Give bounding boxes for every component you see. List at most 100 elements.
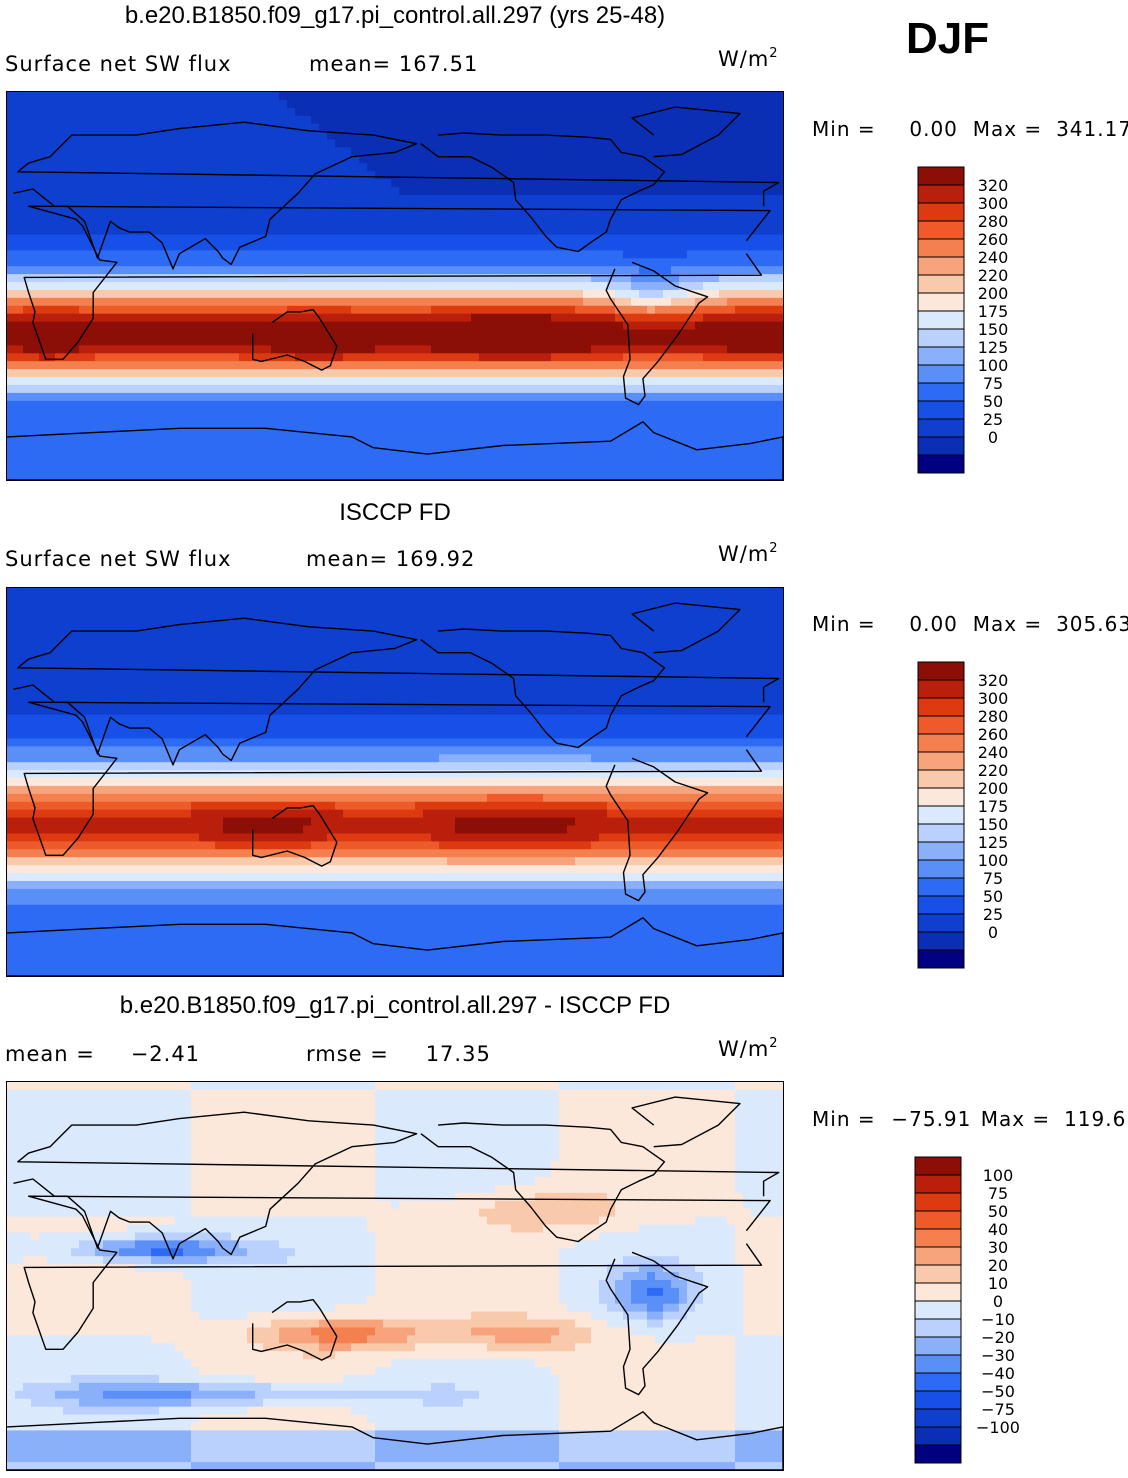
- panel2-colorbar-box-7: [917, 787, 965, 807]
- panel1-colorbar-box-13: [917, 400, 965, 420]
- panel2-min-value: 0.00: [909, 612, 958, 636]
- panel3-colorbar-box-15: [914, 1426, 962, 1446]
- panel3-colorbar-box-2: [914, 1192, 962, 1212]
- panel3-coast-greenland: [631, 1096, 741, 1148]
- panel1-colorbar-tick-10: 100: [978, 356, 1009, 375]
- panel3-coastlines: [7, 1096, 783, 1470]
- panel2-colorbar-tick-0: 320: [978, 671, 1009, 690]
- panel3-map-svg: [7, 1082, 783, 1470]
- panel2-units-exp: 2: [769, 541, 778, 556]
- panel1-field: [7, 92, 783, 480]
- panel1-colorbar-box-16: [917, 454, 965, 474]
- panel1-coastlines: [7, 106, 783, 480]
- panel1-title: b.e20.B1850.f09_g17.pi_control.all.297 (…: [124, 2, 666, 29]
- panel2-coast-south-america: [605, 757, 709, 902]
- panel2-mean: mean= 169.92: [306, 547, 475, 571]
- panel2-colorbar-tick-6: 200: [978, 779, 1009, 798]
- panel2-colorbar-tick-4: 240: [978, 743, 1009, 762]
- panel2-colorbar-tick-11: 75: [983, 869, 1003, 888]
- panel2-colorbar-tick-7: 175: [978, 797, 1009, 816]
- panel2-coast-europe-asia: [13, 617, 780, 766]
- panel1-coast-greenland: [631, 106, 741, 158]
- panel1-colorbar-box-4: [917, 238, 965, 258]
- panel1-colorbar-tick-0: 320: [978, 176, 1009, 195]
- panel3-max-value: 119.67: [1064, 1107, 1128, 1131]
- panel1-mean-value: 167.51: [398, 52, 479, 76]
- panel2-colorbar-box-13: [917, 895, 965, 915]
- panel3-coast-antarctica: [7, 1411, 783, 1470]
- panel3-rmse: rmse = 17.35: [306, 1042, 491, 1066]
- panel1-colorbar-box-14: [917, 418, 965, 438]
- panel2-colorbar-box-12: [917, 877, 965, 897]
- panel3-colorbar-box-5: [914, 1246, 962, 1266]
- panel2-units: W/m2: [718, 541, 778, 566]
- panel1-colorbar-tick-6: 200: [978, 284, 1009, 303]
- panel2-coast-greenland: [631, 602, 741, 654]
- panel3-colorbar-tick-1: 75: [988, 1184, 1008, 1203]
- panel1-colorbar-box-11: [917, 364, 965, 384]
- panel1-colorbar-box-9: [917, 328, 965, 348]
- panel1-colorbar: 320 300 280 260 240 220 200 175 150 125 100 75 50 25 0: [917, 166, 1048, 474]
- panel2-units-base: W/m: [718, 542, 770, 566]
- panel2-colorbar-tick-1: 300: [978, 689, 1009, 708]
- panel2-colorbar-tick-9: 125: [978, 833, 1009, 852]
- panel3-units: W/m2: [718, 1036, 778, 1061]
- panel3-mean-label: mean =: [5, 1042, 95, 1066]
- panel3-coast-europe-asia: [13, 1111, 780, 1260]
- panel3-colorbar-box-16: [914, 1444, 962, 1464]
- panel1-colorbar-box-0: [917, 166, 965, 186]
- panel3-title: b.e20.B1850.f09_g17.pi_control.all.297 -…: [119, 992, 671, 1019]
- panel1-colorbar-box-12: [917, 382, 965, 402]
- panel3-colorbar-box-12: [914, 1372, 962, 1392]
- panel1-coast-north-america: [420, 132, 666, 253]
- panel2-colorbar-box-3: [917, 715, 965, 735]
- panel3-minmax: Min = −75.91 Max = 119.67: [812, 1107, 1128, 1131]
- panel2-colorbar-box-4: [917, 733, 965, 753]
- panel1-minmax: Min = 0.00 Max = 341.17: [812, 117, 1128, 141]
- panel1-colorbar-tick-4: 240: [978, 248, 1009, 267]
- panel3-colorbar-tick-13: −75: [981, 1400, 1015, 1419]
- panel2-colorbar-box-0: [917, 661, 965, 681]
- panel1-colorbar-tick-2: 280: [978, 212, 1009, 231]
- panel1-colorbar-box-10: [917, 346, 965, 366]
- panel2-colorbar-box-16: [917, 949, 965, 969]
- panel3-min-value: −75.91: [891, 1107, 972, 1131]
- panel1-colorbar-tick-9: 125: [978, 338, 1009, 357]
- panel1-colorbar-box-1: [917, 184, 965, 204]
- panel1-units: W/m2: [718, 46, 778, 71]
- panel2-coast-north-america: [420, 628, 666, 749]
- panel3-colorbar-box-3: [914, 1210, 962, 1230]
- panel1-colorbar-tick-5: 220: [978, 266, 1009, 285]
- panel1-colorbar-box-8: [917, 310, 965, 330]
- panel1-colorbar-tick-11: 75: [983, 374, 1003, 393]
- panel2-colorbar-box-14: [917, 913, 965, 933]
- panel2-colorbar-tick-12: 50: [983, 887, 1003, 906]
- panel3-rmse-label: rmse =: [306, 1042, 389, 1066]
- panel2-map-svg: [7, 588, 783, 976]
- panel1-colorbar-box-2: [917, 202, 965, 222]
- panel3-colorbar-box-11: [914, 1354, 962, 1374]
- panel2-colorbar-box-15: [917, 931, 965, 951]
- panel3-coast-north-america: [420, 1122, 666, 1243]
- panel1-coast-africa: [23, 205, 771, 360]
- panel3-units-exp: 2: [769, 1036, 778, 1051]
- panel2-coast-australia: [251, 804, 338, 867]
- panel1-coast-australia: [251, 308, 338, 371]
- panel3-field: [7, 1082, 783, 1470]
- panel2-colorbar-tick-3: 260: [978, 725, 1009, 744]
- panel3-colorbar-box-6: [914, 1264, 962, 1284]
- panel2-colorbar-tick-13: 25: [983, 905, 1003, 924]
- panel3-map: [6, 1081, 784, 1471]
- panel1-coast-antarctica: [7, 421, 783, 480]
- panel2-mean-label: mean=: [306, 547, 389, 571]
- panel3-colorbar-tick-10: −30: [981, 1346, 1015, 1365]
- panel1-max-label: Max =: [972, 117, 1043, 141]
- panel3-colorbar-tick-7: 0: [993, 1292, 1003, 1311]
- panel3-coast-south-america: [605, 1251, 709, 1396]
- panel3-mean: mean = −2.41: [5, 1042, 200, 1066]
- panel2-min-label: Min =: [812, 612, 876, 636]
- panel2-colorbar-box-6: [917, 769, 965, 789]
- panel1-colorbar-tick-12: 50: [983, 392, 1003, 411]
